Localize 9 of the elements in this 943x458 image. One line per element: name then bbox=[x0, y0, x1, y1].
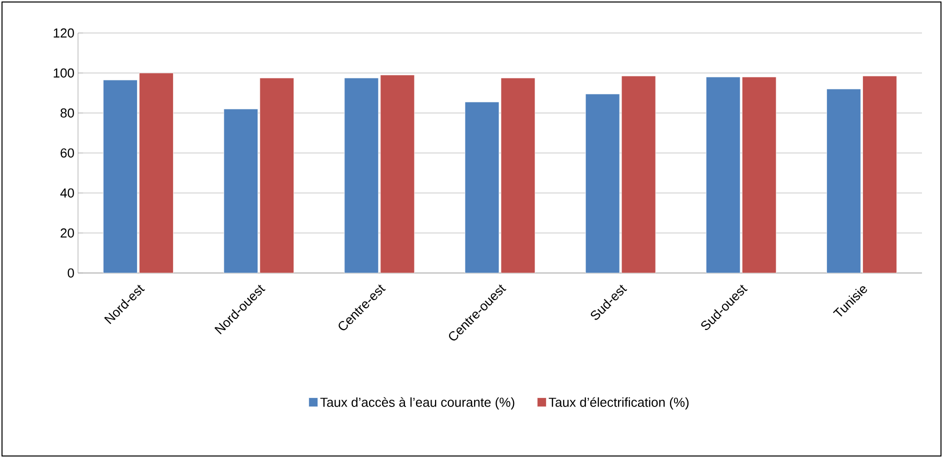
y-tick-label: 120 bbox=[54, 28, 74, 38]
y-tick-label: 100 bbox=[54, 68, 74, 78]
legend-label: Taux d’électrification (%) bbox=[548, 397, 689, 410]
y-tick-label: 0 bbox=[68, 268, 74, 278]
y-tick-label: 80 bbox=[60, 108, 74, 118]
y-tick-label: 20 bbox=[60, 228, 74, 238]
y-tick-label: 60 bbox=[60, 148, 74, 158]
legend-label: Taux d’accès à l’eau courante (%) bbox=[320, 397, 514, 410]
y-tick-label: 40 bbox=[60, 188, 74, 198]
